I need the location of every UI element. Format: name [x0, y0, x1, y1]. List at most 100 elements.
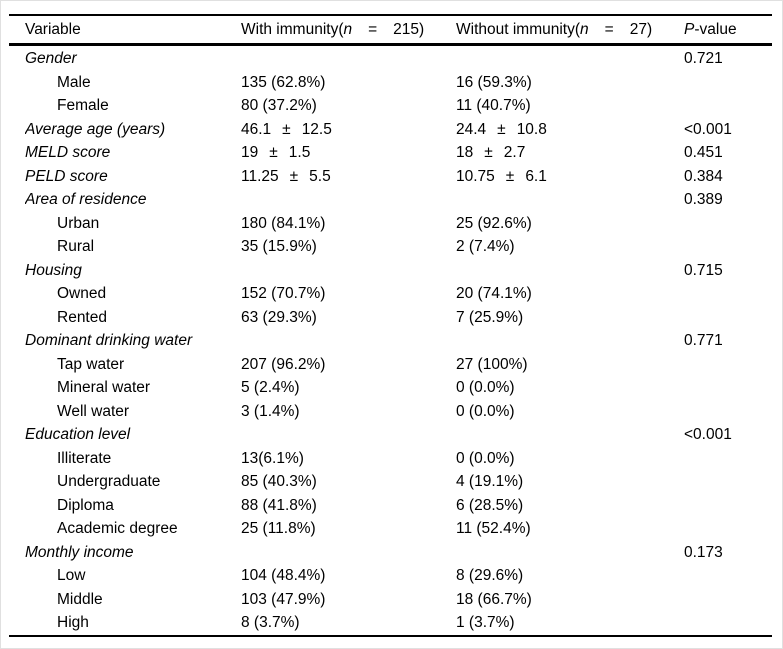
cell-with-immunity — [241, 541, 456, 565]
cell-p-value — [684, 71, 772, 95]
cell-with-immunity — [241, 423, 456, 447]
table-row: Illiterate 13(6.1%) 0 (0.0%) — [9, 447, 772, 471]
cell-p-value — [684, 517, 772, 541]
table-row: Gender 0.721 — [9, 47, 772, 71]
cell-with-immunity: 25 (11.8%) — [241, 517, 456, 541]
cell-without-immunity — [456, 259, 684, 283]
cell-with-immunity: 46.1 ±12.5 — [241, 118, 456, 142]
col-header-p-value: P-value — [684, 16, 772, 43]
cell-with-immunity: 135 (62.8%) — [241, 71, 456, 95]
cell-without-immunity-text: 18 (66.7%) — [456, 590, 532, 608]
cell-with-immunity: 5 (2.4%) — [241, 376, 456, 400]
row-label: Male — [25, 71, 241, 95]
mean-value: 19 — [241, 144, 259, 161]
cell-with-immunity-text: 25 (11.8%) — [241, 520, 316, 537]
row-label-text: Rural — [57, 238, 95, 255]
p-value-suffix: -value — [694, 21, 737, 38]
row-label: Undergraduate — [25, 470, 241, 494]
without-immunity-prefix: Without immunity( — [456, 21, 581, 38]
cell-without-immunity: 7 (25.9%) — [456, 306, 684, 330]
cell-p-value — [684, 212, 772, 236]
cell-with-immunity: 80 (37.2%) — [241, 94, 456, 118]
cell-p-value — [684, 588, 772, 612]
row-label-text: Undergraduate — [57, 473, 161, 490]
col-header-variable-label: Variable — [25, 21, 81, 38]
cell-with-immunity-text: 103 (47.9%) — [241, 590, 326, 608]
cell-without-immunity: 27 (100%) — [456, 353, 684, 377]
table-row: Low 104 (48.4%) 8 (29.6%) — [9, 564, 772, 588]
cell-with-immunity-text: 85 (40.3%) — [241, 473, 317, 490]
mean-value: 10.75 — [456, 167, 495, 185]
table-row: PELD score 11.25 ±5.5 10.75 ±6.1 0.384 — [9, 165, 772, 189]
cell-without-immunity: 18 ±2.7 — [456, 141, 684, 165]
row-label: Area of residence — [25, 188, 241, 212]
cell-without-immunity-text: 11 (40.7%) — [456, 97, 531, 114]
row-label-text: Urban — [57, 214, 100, 232]
table-row: Education level <0.001 — [9, 423, 772, 447]
row-label: Mineral water — [25, 376, 241, 400]
cell-without-immunity-text: 27 (100%) — [456, 355, 528, 373]
row-label: Housing — [25, 259, 241, 283]
cell-p-value: 0.389 — [684, 188, 772, 212]
cell-p-value: 0.721 — [684, 47, 772, 71]
row-label: Female — [25, 94, 241, 118]
cell-without-immunity: 1 (3.7%) — [456, 611, 684, 635]
row-label-text: Gender — [25, 50, 77, 67]
table-row: Male 135 (62.8%) 16 (59.3%) — [9, 71, 772, 95]
cell-without-immunity — [456, 47, 684, 71]
table-row: Urban 180 (84.1%) 25 (92.6%) — [9, 212, 772, 236]
cell-with-immunity-text: 104 (48.4%) — [241, 567, 326, 584]
row-label-text: Rented — [57, 308, 107, 326]
p-value-text: 0.389 — [684, 191, 723, 208]
cell-with-immunity-text: 80 (37.2%) — [241, 97, 317, 114]
cell-with-immunity: 8 (3.7%) — [241, 611, 456, 635]
cell-without-immunity-text: 1 (3.7%) — [456, 614, 515, 631]
cell-with-immunity-text: 180 (84.1%) — [241, 214, 326, 232]
row-label-text: Dominant drinking water — [25, 332, 193, 349]
plus-minus-sign: ± — [289, 167, 299, 185]
cell-with-immunity: 35 (15.9%) — [241, 235, 456, 259]
table-row: Area of residence 0.389 — [9, 188, 772, 212]
p-value-text: 0.721 — [684, 50, 723, 67]
row-label-text: High — [57, 614, 89, 631]
table-row: Academic degree 25 (11.8%) 11 (52.4%) — [9, 517, 772, 541]
cell-with-immunity: 207 (96.2%) — [241, 353, 456, 377]
table-row: Mineral water 5 (2.4%) 0 (0.0%) — [9, 376, 772, 400]
cell-without-immunity: 20 (74.1%) — [456, 282, 684, 306]
table-row: Monthly income 0.173 — [9, 541, 772, 565]
cell-p-value: 0.173 — [684, 541, 772, 565]
row-label: Low — [25, 564, 241, 588]
cell-without-immunity: 11 (40.7%) — [456, 94, 684, 118]
cell-p-value — [684, 376, 772, 400]
row-label: Owned — [25, 282, 241, 306]
cell-with-immunity-text: 3 (1.4%) — [241, 402, 300, 420]
row-label-text: Owned — [57, 285, 107, 302]
statistics-table: Variable With immunity(n = 215) Without im… — [9, 14, 772, 637]
with-immunity-equals: = — [368, 21, 378, 38]
p-value-text: <0.001 — [684, 120, 732, 138]
cell-p-value — [684, 611, 772, 635]
row-label: Monthly income — [25, 541, 241, 565]
cell-p-value — [684, 353, 772, 377]
plus-minus-sign: ± — [497, 120, 506, 138]
cell-with-immunity: 180 (84.1%) — [241, 212, 456, 236]
row-label: Dominant drinking water — [25, 329, 241, 353]
cell-without-immunity: 0 (0.0%) — [456, 447, 684, 471]
cell-with-immunity: 85 (40.3%) — [241, 470, 456, 494]
cell-without-immunity-text: 11 (52.4%) — [456, 520, 531, 537]
cell-with-immunity-text: 152 (70.7%) — [241, 285, 326, 302]
table-row: Owned 152 (70.7%) 20 (74.1%) — [9, 282, 772, 306]
cell-without-immunity-text: 4 (19.1%) — [456, 473, 524, 490]
table-body: Gender 0.721 Male 135 (62.8%) 16 (59.3%) Fema… — [9, 46, 772, 637]
cell-with-immunity — [241, 329, 456, 353]
row-label: Academic degree — [25, 517, 241, 541]
table-row: Rented 63 (29.3%) 7 (25.9%) — [9, 306, 772, 330]
cell-without-immunity — [456, 188, 684, 212]
cell-p-value: 0.451 — [684, 141, 772, 165]
cell-with-immunity — [241, 47, 456, 71]
col-header-without-immunity: Without immunity(n = 27) — [456, 16, 684, 43]
row-label: Tap water — [25, 353, 241, 377]
row-label-text: Mineral water — [57, 379, 151, 396]
cell-p-value: <0.001 — [684, 423, 772, 447]
cell-without-immunity: 8 (29.6%) — [456, 564, 684, 588]
